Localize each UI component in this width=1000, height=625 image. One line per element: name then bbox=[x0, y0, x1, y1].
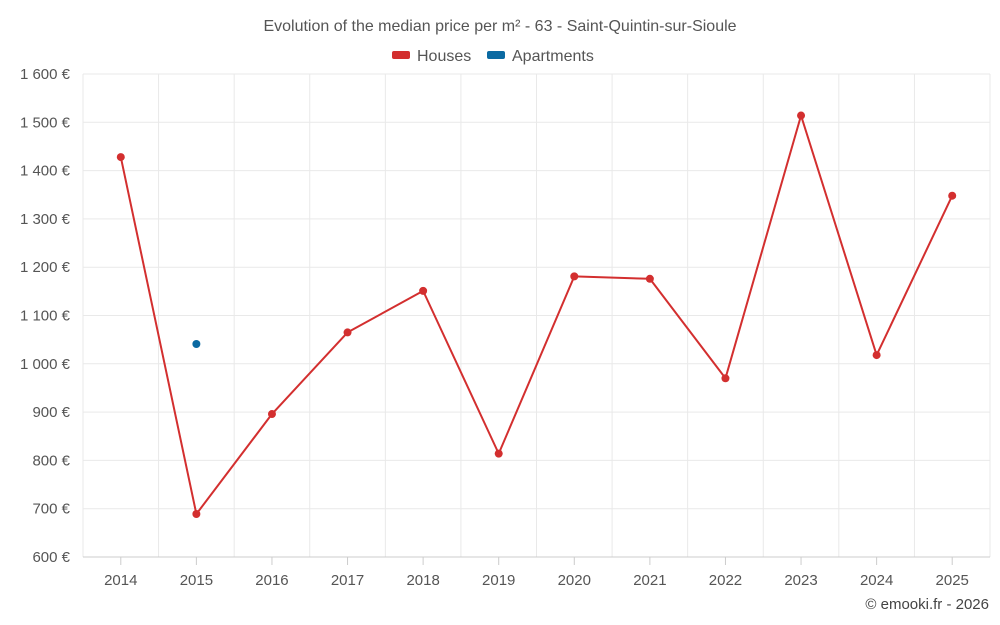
y-tick-label: 800 € bbox=[32, 452, 70, 469]
y-tick-label: 1 500 € bbox=[20, 114, 71, 131]
data-point-houses[interactable] bbox=[343, 328, 352, 337]
data-point-houses[interactable] bbox=[872, 351, 881, 360]
x-tick-label: 2015 bbox=[180, 572, 213, 589]
legend-label-apartments: Apartments bbox=[512, 48, 594, 65]
data-point-houses[interactable] bbox=[797, 111, 806, 120]
legend-swatch-apartments bbox=[487, 51, 505, 59]
y-tick-label: 1 200 € bbox=[20, 259, 71, 276]
legend-label-houses: Houses bbox=[417, 48, 471, 65]
credit: © emooki.fr - 2026 bbox=[865, 596, 989, 613]
y-tick-label: 600 € bbox=[32, 549, 70, 566]
chart-title: Evolution of the median price per m² - 6… bbox=[263, 18, 736, 35]
y-axis: 600 € 700 € 800 € 900 € 1 000 € 1 100 € 1 200 … bbox=[20, 66, 71, 566]
x-axis: 2014 2015 2016 2017 2018 2019 2020 2021 2022 2023… bbox=[83, 556, 990, 589]
x-tick-label: 2024 bbox=[860, 572, 893, 589]
series-line-houses bbox=[119, 114, 954, 516]
x-tick-label: 2017 bbox=[331, 572, 364, 589]
x-tick-label: 2025 bbox=[936, 572, 969, 589]
x-tick-label: 2021 bbox=[633, 572, 666, 589]
y-tick-label: 900 € bbox=[32, 404, 70, 421]
data-point-houses[interactable] bbox=[721, 374, 730, 383]
data-point-houses[interactable] bbox=[645, 274, 654, 283]
y-tick-label: 1 600 € bbox=[20, 66, 71, 83]
data-point-houses[interactable] bbox=[267, 410, 276, 419]
x-tick-label: 2020 bbox=[558, 572, 591, 589]
x-tick-label: 2022 bbox=[709, 572, 742, 589]
x-tick-label: 2014 bbox=[104, 572, 137, 589]
x-tick-label: 2019 bbox=[482, 572, 515, 589]
legend-item-apartments[interactable]: Apartments bbox=[487, 48, 594, 65]
x-tick-label: 2016 bbox=[255, 572, 288, 589]
data-point-apartments[interactable] bbox=[192, 339, 201, 348]
grid bbox=[82, 73, 991, 557]
legend-swatch-houses bbox=[392, 51, 410, 59]
legend-item-houses[interactable]: Houses bbox=[392, 48, 471, 65]
y-tick-label: 1 000 € bbox=[20, 356, 71, 373]
x-tick-label: 2023 bbox=[784, 572, 817, 589]
data-point-houses[interactable] bbox=[192, 510, 201, 519]
legend: Houses Apartments bbox=[392, 48, 594, 65]
series bbox=[116, 111, 957, 519]
data-point-houses[interactable] bbox=[419, 286, 428, 295]
y-tick-label: 1 300 € bbox=[20, 211, 71, 228]
x-tick-label: 2018 bbox=[406, 572, 439, 589]
data-point-houses[interactable] bbox=[116, 153, 125, 162]
y-tick-label: 1 100 € bbox=[20, 308, 71, 325]
y-tick-label: 1 400 € bbox=[20, 163, 71, 180]
y-tick-label: 700 € bbox=[32, 501, 70, 518]
data-point-houses[interactable] bbox=[494, 449, 503, 458]
data-point-houses[interactable] bbox=[948, 191, 957, 200]
data-point-houses[interactable] bbox=[570, 272, 579, 281]
